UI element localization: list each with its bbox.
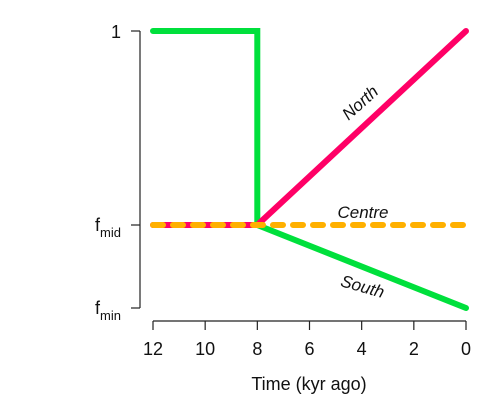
x-tick-label-12: 12 [143,339,163,359]
x-tick-label-8: 8 [252,339,262,359]
series-label-centre: Centre [337,203,388,222]
x-axis-title: Time (kyr ago) [251,374,366,394]
x-tick-label-0: 0 [461,339,471,359]
x-tick-label-4: 4 [357,339,367,359]
y-tick-label-mid: fmid [95,215,121,240]
x-ticks: 12 10 8 6 4 2 0 [143,321,471,359]
y-tick-label-sub: min [100,308,121,323]
x-tick-label-10: 10 [195,339,215,359]
y-tick-label-one: 1 [111,22,121,42]
x-tick-label-2: 2 [409,339,419,359]
y-tick-label-main: f [95,215,101,235]
series-line-south [150,28,469,311]
y-tick-label-sub: mid [100,225,121,240]
y-tick-label-min: fmin [95,298,121,323]
series-layer [150,28,469,311]
x-tick-label-6: 6 [304,339,314,359]
series-line-north [150,28,469,228]
y-tick-label-main: f [95,298,101,318]
